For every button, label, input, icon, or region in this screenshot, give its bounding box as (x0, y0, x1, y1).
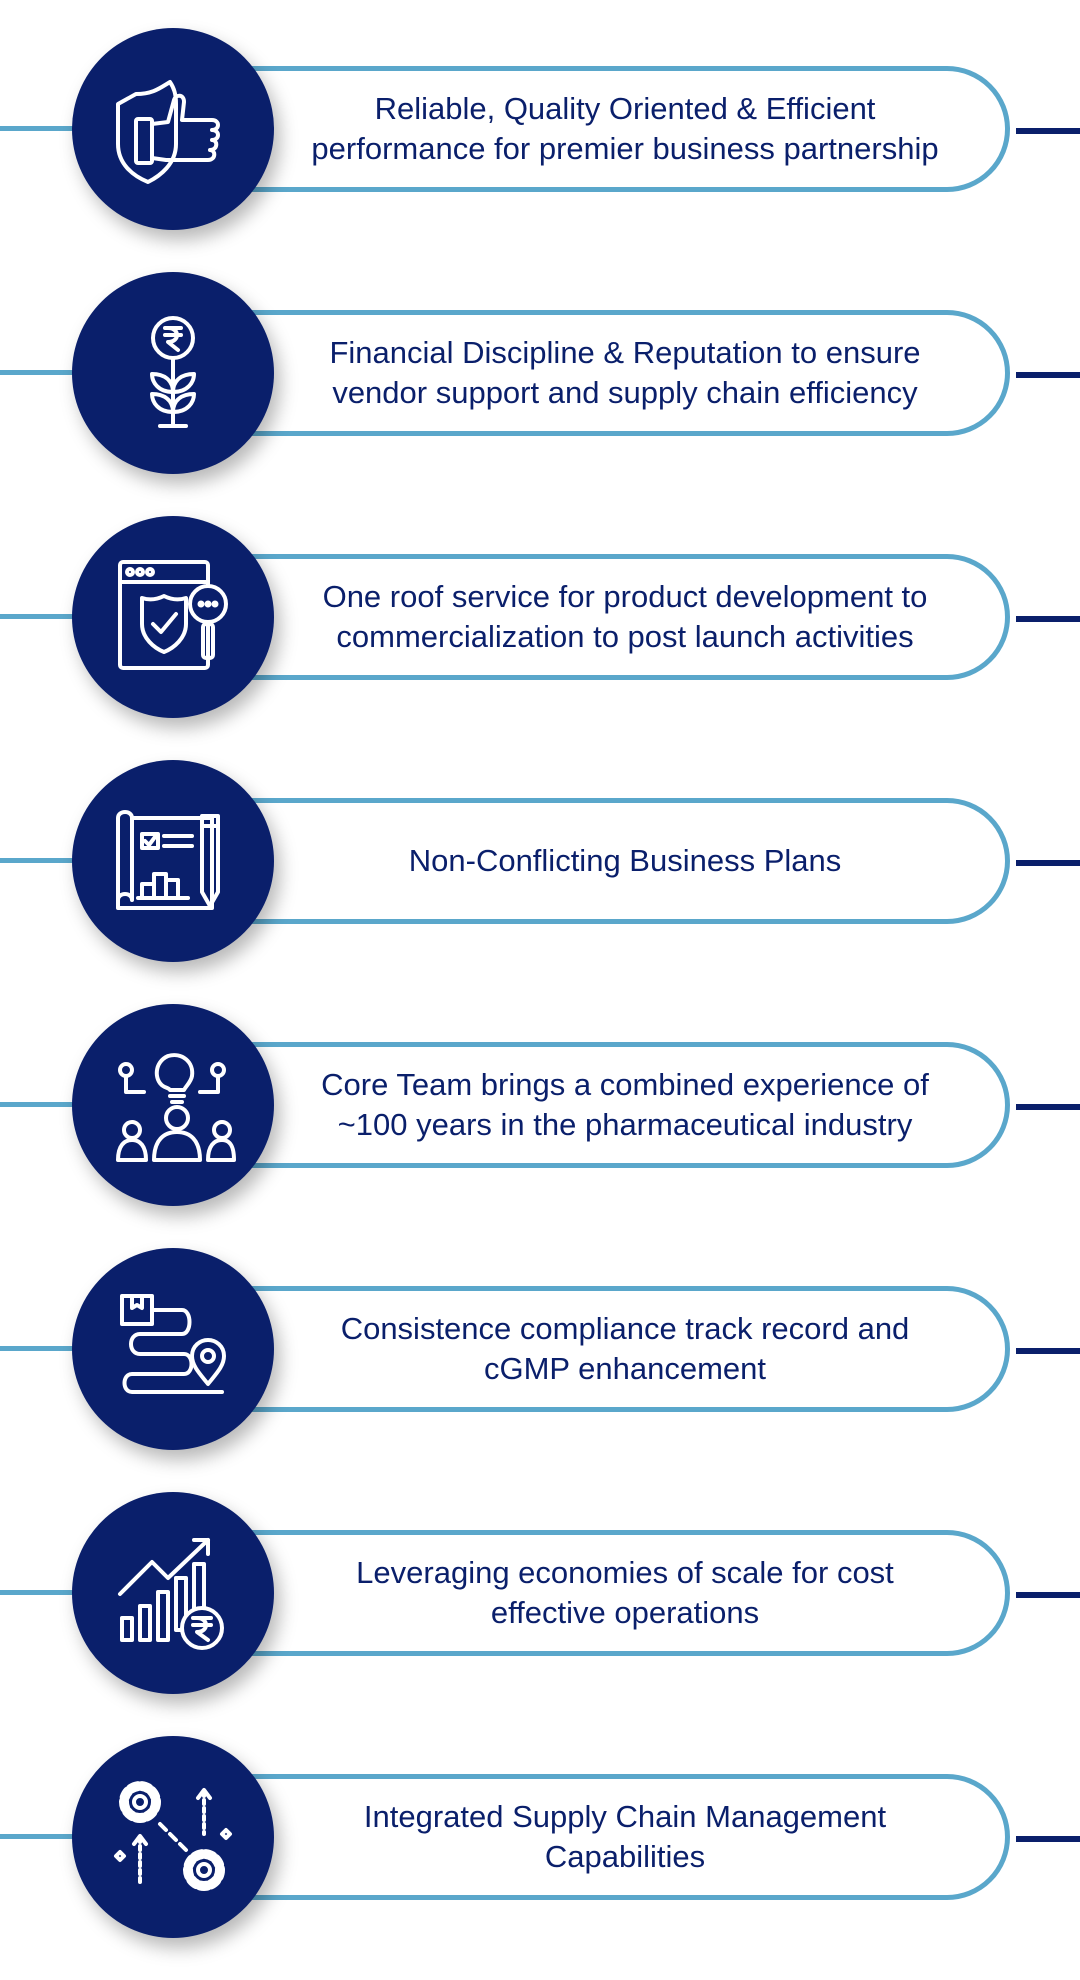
rupee-plant-icon (150, 316, 196, 428)
feature-row: Non-Conflicting Business Plans (0, 760, 1080, 1004)
feature-pill: Consistence compliance track record and … (150, 1286, 1010, 1412)
connector-left (0, 1834, 80, 1839)
feature-text: Integrated Supply Chain Management Capab… (363, 1799, 887, 1874)
blueprint-plan-icon (116, 810, 220, 910)
icon-circle (72, 1004, 274, 1206)
connector-right (1016, 1348, 1080, 1354)
connector-left (0, 1590, 80, 1595)
connector-left (0, 370, 80, 375)
feature-row: Reliable, Quality Oriented & Efficient p… (0, 28, 1080, 272)
feature-row: Financial Discipline & Reputation to ens… (0, 272, 1080, 516)
feature-row: Core Team brings a combined experience o… (0, 1004, 1080, 1248)
icon-circle (72, 1736, 274, 1938)
feature-pill: Financial Discipline & Reputation to ens… (150, 310, 1010, 436)
feature-pill: Non-Conflicting Business Plans (150, 798, 1010, 924)
feature-pill: One roof service for product development… (150, 554, 1010, 680)
feature-text: Reliable, Quality Oriented & Efficient p… (311, 91, 939, 166)
feature-row: Integrated Supply Chain Management Capab… (0, 1736, 1080, 1980)
connector-right (1016, 1592, 1080, 1598)
connector-left (0, 614, 80, 619)
icon-circle (72, 1248, 274, 1450)
icon-circle (72, 272, 274, 474)
feature-text: Leveraging economies of scale for cost e… (356, 1555, 894, 1630)
icon-circle (72, 760, 274, 962)
icon-circle (72, 28, 274, 230)
connector-right (1016, 616, 1080, 622)
connector-right (1016, 128, 1080, 134)
feature-text: Non-Conflicting Business Plans (408, 843, 842, 878)
feature-text: Core Team brings a combined experience o… (321, 1067, 929, 1142)
icon-circle (72, 516, 274, 718)
connector-left (0, 1102, 80, 1107)
feature-pill: Core Team brings a combined experience o… (150, 1042, 1010, 1168)
growth-chart-rupee-icon (118, 1538, 224, 1650)
icon-circle (72, 1492, 274, 1694)
team-idea-icon (116, 1053, 236, 1162)
feature-pill: Integrated Supply Chain Management Capab… (150, 1774, 1010, 1900)
connector-right (1016, 1104, 1080, 1110)
feature-text: Consistence compliance track record and … (340, 1311, 910, 1386)
feature-row: Consistence compliance track record and … (0, 1248, 1080, 1492)
browser-shield-search-icon (118, 560, 228, 670)
feature-pill: Leveraging economies of scale for cost e… (150, 1530, 1010, 1656)
connector-right (1016, 372, 1080, 378)
connector-left (0, 858, 80, 863)
connector-right (1016, 1836, 1080, 1842)
feature-text: Financial Discipline & Reputation to ens… (329, 335, 921, 410)
gears-chain-icon (114, 1781, 232, 1891)
feature-row: One roof service for product development… (0, 516, 1080, 760)
feature-row: Leveraging economies of scale for cost e… (0, 1492, 1080, 1736)
connector-left (0, 126, 80, 131)
feature-text: One roof service for product development… (322, 579, 928, 654)
feature-pill: Reliable, Quality Oriented & Efficient p… (150, 66, 1010, 192)
delivery-route-icon (120, 1294, 226, 1394)
thumbs-up-shield-icon (116, 80, 220, 184)
connector-right (1016, 860, 1080, 866)
connector-left (0, 1346, 80, 1351)
